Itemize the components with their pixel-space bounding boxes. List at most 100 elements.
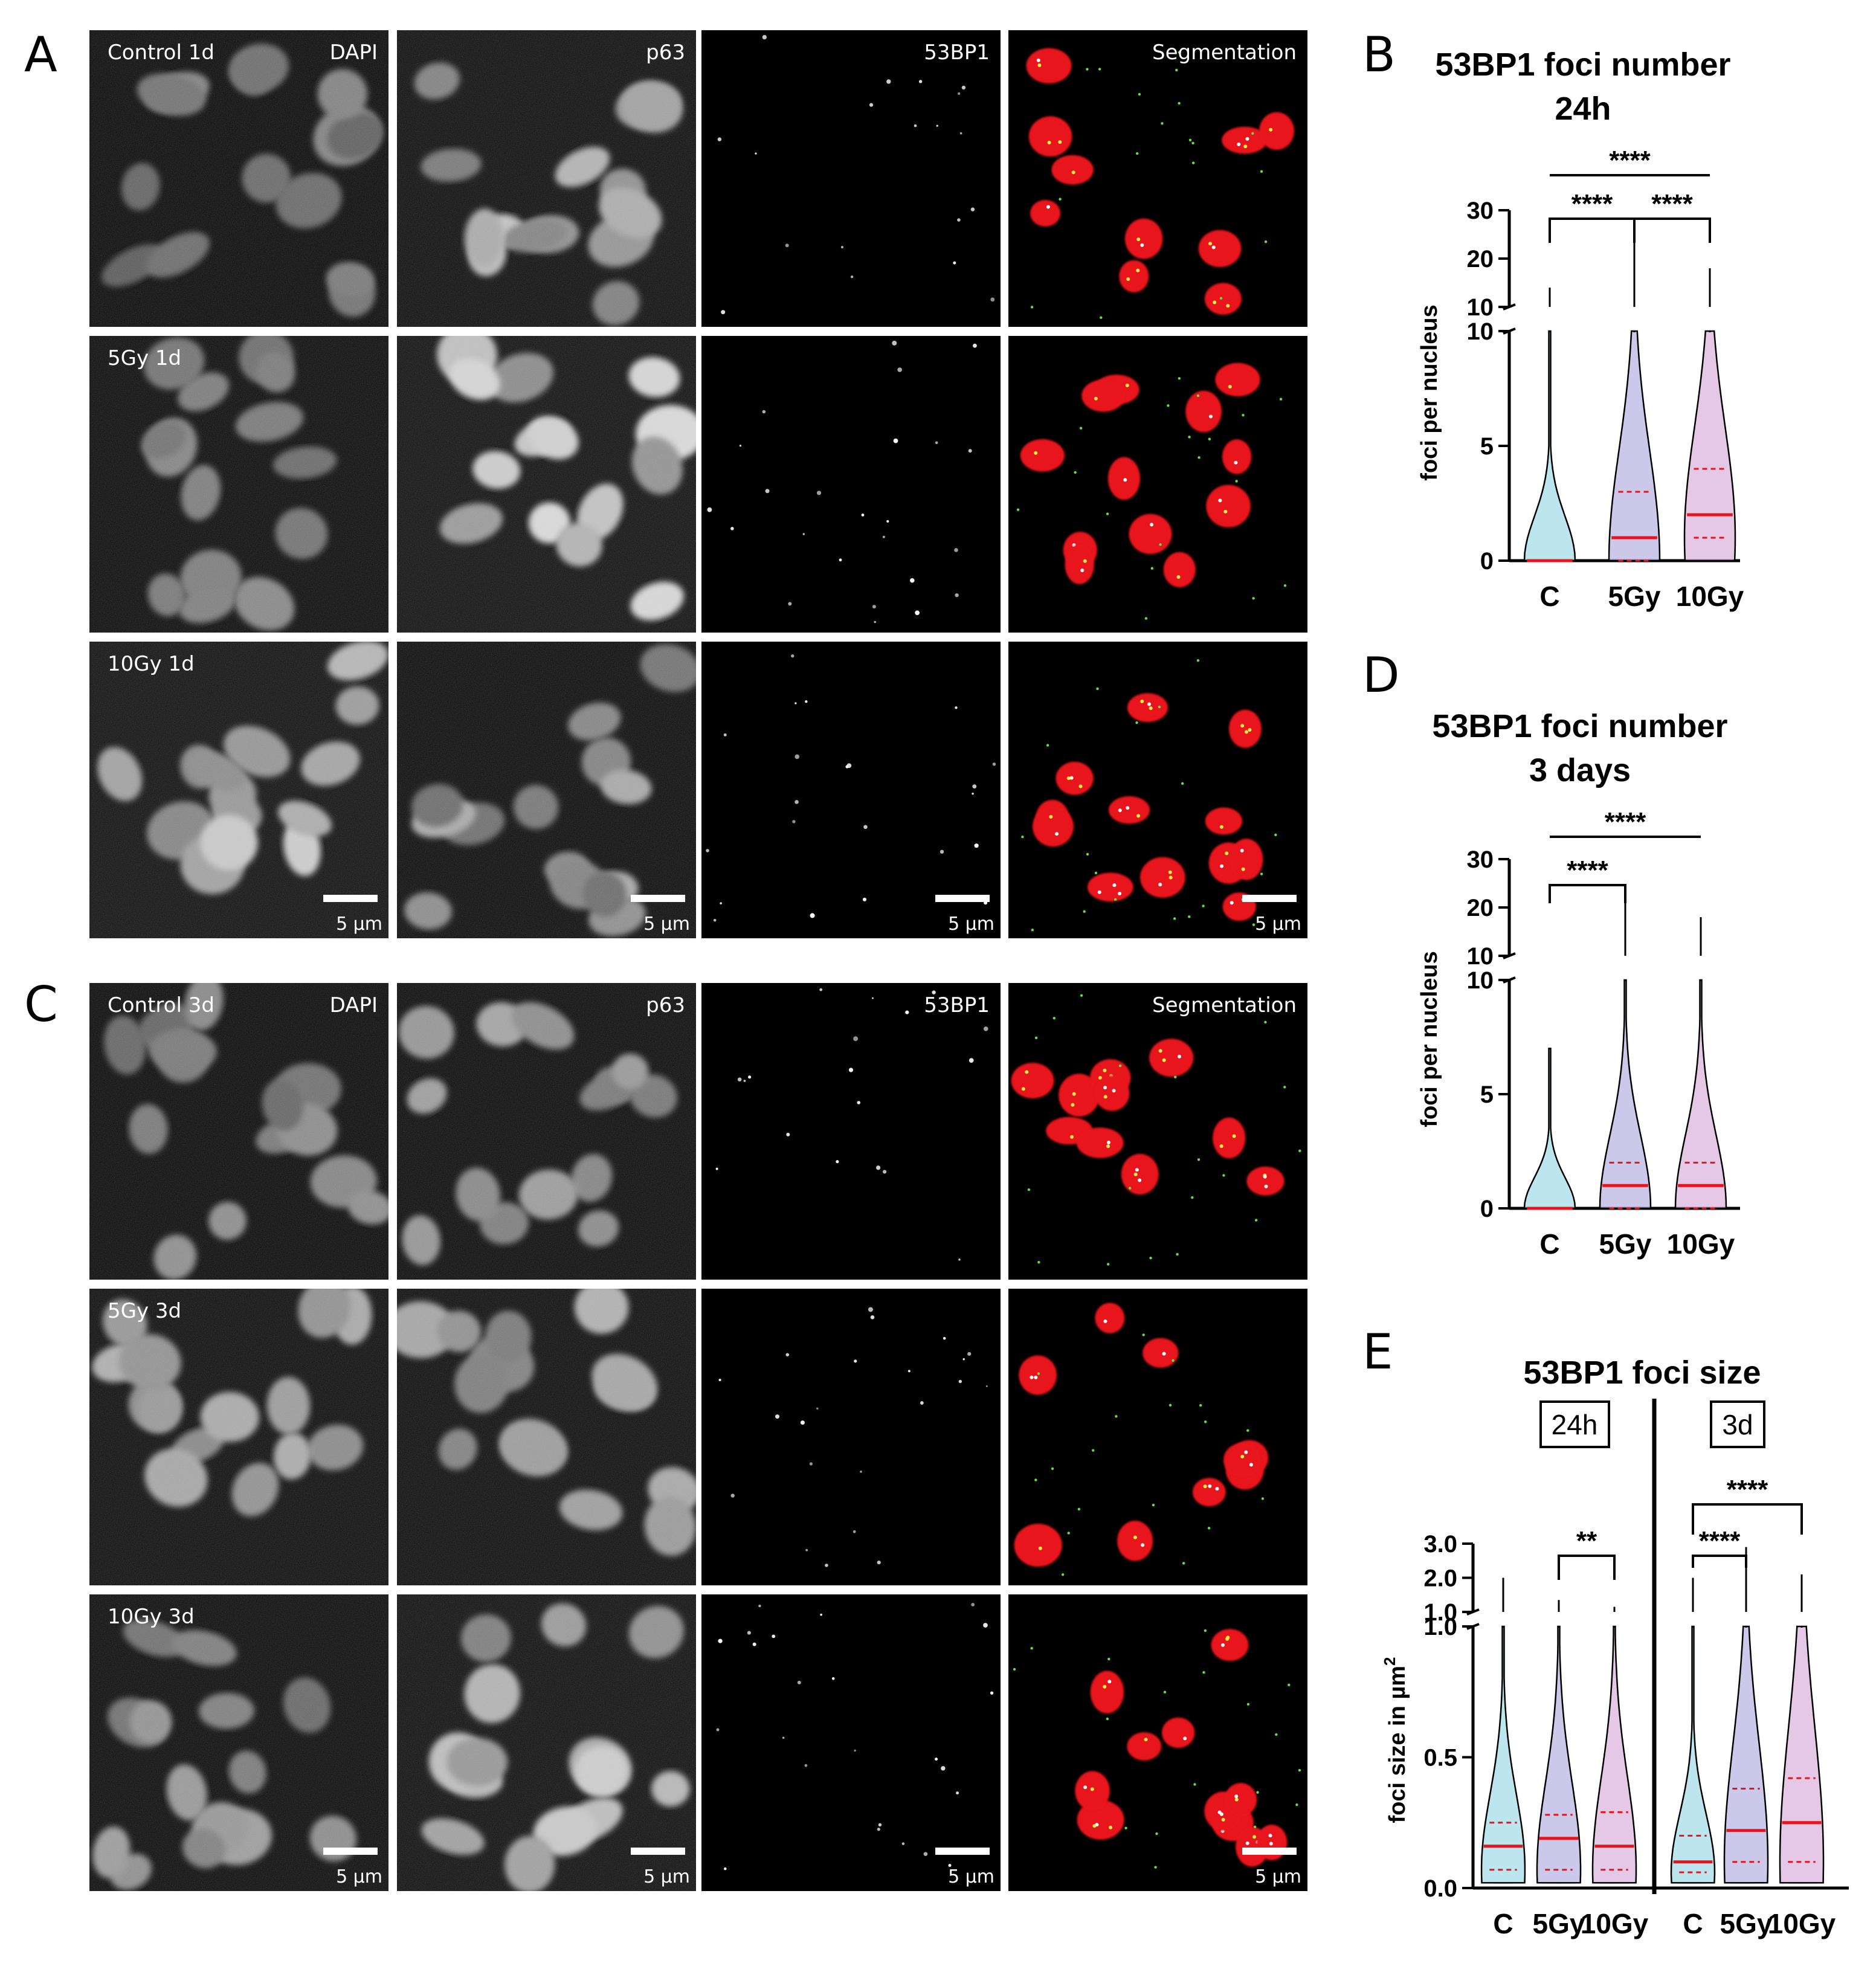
y-tick-label: 3.0 (1423, 1531, 1457, 1558)
unassigned-focus (1252, 597, 1255, 600)
segmented-focus (1245, 137, 1249, 141)
focus-dot (795, 754, 800, 759)
focus-dot (955, 593, 959, 598)
unassigned-focus (1191, 1196, 1194, 1199)
unassigned-focus (1168, 1403, 1172, 1407)
micrograph-tile: Segmentation (1008, 30, 1307, 327)
unassigned-focus (1202, 1671, 1205, 1674)
segmented-focus (1107, 1680, 1112, 1684)
focus-dot (785, 1353, 790, 1357)
micrograph-tile: 5 µm (701, 642, 1001, 938)
unassigned-focus (1256, 1791, 1259, 1794)
segmented-focus (1240, 848, 1244, 852)
segmented-focus (1234, 1794, 1239, 1799)
segmented-nucleus (1032, 806, 1074, 847)
focus-dot (990, 297, 995, 302)
focus-dot (819, 988, 823, 991)
focus-dot (739, 444, 742, 447)
segmented-focus (1038, 1546, 1042, 1550)
unassigned-focus (1275, 1733, 1278, 1736)
focus-dot (972, 792, 974, 795)
significance-bracket (1692, 1503, 1803, 1535)
segmented-focus (1248, 728, 1252, 732)
micrograph-tile: 53BP1 (701, 983, 1001, 1280)
focus-dot (914, 124, 917, 127)
segmented-focus (1037, 63, 1042, 67)
focus-dot (845, 765, 849, 769)
unassigned-focus (1260, 872, 1263, 875)
micrograph-tile: Control 1d DAPI (89, 30, 388, 327)
segmented-focus (1144, 1738, 1148, 1742)
segmented-focus (1097, 890, 1101, 894)
unassigned-focus (1159, 543, 1162, 546)
row-label: 5Gy 3d (108, 1299, 181, 1323)
tile-content (1011, 994, 1301, 1266)
segmented-focus (1208, 414, 1213, 419)
unassigned-focus (1246, 1429, 1249, 1432)
unassigned-focus (1235, 480, 1238, 483)
chart-foci-number-24h: 53BP1 foci number 24h foci per nucleus 0… (1417, 47, 1744, 612)
chart-d-title-line1: 53BP1 foci number (1432, 708, 1727, 744)
segmented-focus (1106, 1140, 1110, 1144)
segmented-focus (1232, 1134, 1236, 1138)
micrograph-tile (701, 1289, 1001, 1585)
significance-label: **** (1571, 189, 1613, 219)
micrograph-tile: 53BP1 (701, 30, 1001, 327)
micrograph-tile (397, 1289, 696, 1585)
segmented-focus (1225, 1637, 1230, 1641)
segmented-nucleus (1185, 390, 1222, 433)
scale-bar (631, 1848, 685, 1855)
focus-dot (730, 1494, 735, 1498)
y-tick-label: 10 (1467, 967, 1494, 994)
focus-dot (972, 784, 977, 789)
scale-bar (1242, 1848, 1297, 1855)
segmented-focus (1264, 1184, 1268, 1188)
segmented-nucleus (1094, 1075, 1130, 1111)
row-label: 10Gy 1d (108, 652, 195, 676)
unassigned-focus (1295, 1803, 1298, 1806)
significance-label: **** (1699, 1526, 1741, 1556)
unassigned-focus (1274, 833, 1277, 837)
x-category-label: 10Gy (1768, 1908, 1836, 1939)
tile-background (701, 642, 1001, 938)
focus-dot (853, 1036, 859, 1042)
chart-e-y-axis-label-sup: 2 (1381, 1657, 1399, 1666)
focus-dot (857, 1101, 861, 1104)
focus-dot (810, 913, 815, 918)
segmented-nucleus (1107, 457, 1141, 500)
segmented-focus (1162, 1352, 1166, 1356)
segmented-focus (1162, 1058, 1166, 1062)
segmented-nucleus (1117, 1521, 1153, 1561)
tile-content (89, 30, 388, 327)
micrograph-tile: 5 µm (701, 1594, 1001, 1891)
focus-dot (892, 340, 897, 346)
unassigned-focus (1074, 471, 1077, 474)
focus-dot (755, 152, 757, 155)
focus-dot (932, 990, 936, 994)
chart-d-title-line2: 3 days (1529, 752, 1631, 788)
focus-dot (970, 207, 975, 211)
segmented-focus (1133, 1535, 1137, 1539)
unassigned-focus (1091, 1449, 1095, 1452)
y-tick-label: 1.0 (1423, 1614, 1457, 1640)
focus-dot (962, 1358, 965, 1361)
segmented-focus (1230, 901, 1234, 905)
segmented-focus (1103, 1086, 1107, 1090)
chart-e-y-axis-label-main: foci size in µm (1385, 1666, 1410, 1823)
segmented-focus (1069, 1135, 1074, 1139)
y-tick-label: 0.0 (1423, 1875, 1457, 1902)
micrograph-tile: 10Gy 3d 5 µm (89, 1594, 388, 1891)
focus-dot (765, 489, 770, 494)
focus-dot (905, 1010, 909, 1014)
unassigned-focus (1067, 1532, 1070, 1535)
segmented-focus (1103, 1684, 1107, 1689)
focus-dot (874, 620, 877, 624)
focus-dot (935, 441, 938, 445)
chart-e-group-label-24h: 24h (1552, 1409, 1598, 1440)
tile-content (1021, 659, 1277, 932)
micrograph-tile: 5 µm (397, 1594, 696, 1891)
unassigned-focus (1080, 994, 1083, 997)
segmented-focus (1149, 706, 1153, 711)
segmented-nucleus (1095, 1303, 1125, 1333)
unassigned-focus (1173, 917, 1176, 920)
